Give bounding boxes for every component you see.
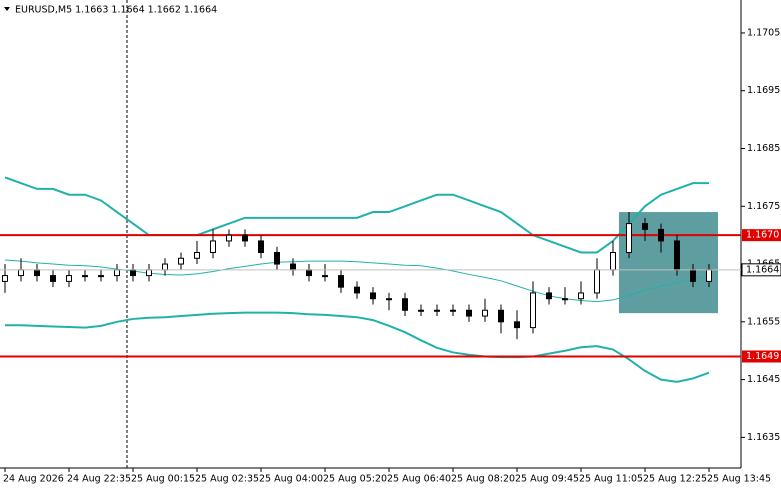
candle-body xyxy=(498,309,504,323)
y-tick-label: 1.1635 xyxy=(747,432,780,443)
price-label: 1.1670 xyxy=(746,230,779,241)
candle-body xyxy=(482,309,488,317)
band-upper xyxy=(4,176,709,254)
candle-body xyxy=(274,251,280,265)
candle-body xyxy=(690,269,696,282)
candle-body xyxy=(674,240,680,271)
candle-body xyxy=(562,298,568,301)
candle-body xyxy=(194,251,200,259)
candle-body xyxy=(98,275,104,278)
x-tick-label: 25 Aug 02:35 xyxy=(195,474,259,485)
y-tick-label: 1.1645 xyxy=(747,374,780,385)
candle-body xyxy=(418,309,424,312)
x-tick-label: 25 Aug 00:15 xyxy=(131,474,195,485)
candle-body xyxy=(642,223,648,230)
candle-body xyxy=(578,292,584,300)
x-tick-label: 25 Aug 05:20 xyxy=(323,474,387,485)
candle-body xyxy=(290,263,296,271)
x-tick-label: 25 Aug 08:20 xyxy=(451,474,515,485)
candle-body xyxy=(242,234,248,242)
candle-body xyxy=(162,263,168,271)
candle-body xyxy=(402,298,408,311)
candle-body xyxy=(594,269,600,294)
x-tick-label: 25 Aug 09:45 xyxy=(515,474,579,485)
candle-body xyxy=(338,275,344,288)
candle-body xyxy=(226,234,232,242)
candle-body xyxy=(210,240,216,253)
candle-body xyxy=(530,292,536,329)
x-tick-label: 24 Aug 22:35 xyxy=(67,474,131,485)
candle-body xyxy=(450,309,456,312)
x-tick-label: 25 Aug 13:45 xyxy=(707,474,771,485)
candle-body xyxy=(66,275,72,282)
dropdown-icon xyxy=(4,7,10,11)
price-label-box xyxy=(742,350,781,363)
x-tick-label: 24 Aug 2026 xyxy=(3,474,64,485)
y-tick-label: 1.1685 xyxy=(747,143,780,154)
price-label-box xyxy=(742,229,781,242)
candle-body xyxy=(434,309,440,312)
candle-body xyxy=(466,309,472,317)
candle-body xyxy=(514,321,520,329)
candle-body xyxy=(34,269,40,277)
candle-body xyxy=(610,251,616,271)
candle-body xyxy=(386,298,392,301)
y-tick-label: 1.1695 xyxy=(747,85,780,96)
y-tick-label: 1.1675 xyxy=(747,201,780,212)
candle-body xyxy=(322,275,328,278)
candle-body xyxy=(658,228,664,242)
x-tick-label: 25 Aug 04:00 xyxy=(259,474,323,485)
candle-body xyxy=(306,269,312,277)
price-label: 1.1649 xyxy=(746,351,779,362)
rectangle xyxy=(619,212,718,314)
current-price-box xyxy=(741,263,781,277)
candle-body xyxy=(258,240,264,253)
y-tick-label: 1.1705 xyxy=(747,27,780,38)
x-tick-label: 25 Aug 12:25 xyxy=(643,474,707,485)
y-tick-label: 1.1655 xyxy=(747,316,780,327)
current-price-label: 1.1664 xyxy=(746,264,779,275)
x-tick-label: 25 Aug 11:05 xyxy=(579,474,643,485)
candle-body xyxy=(114,269,120,277)
candle-body xyxy=(178,257,184,265)
candle-body xyxy=(706,269,712,282)
chart-title: EURUSD,M5 1.1663 1.1664 1.1662 1.1664 xyxy=(15,5,217,16)
candle-body xyxy=(2,275,8,282)
candle-body xyxy=(50,275,56,282)
candle-body xyxy=(146,269,152,277)
candle-body xyxy=(546,292,552,300)
candle-body xyxy=(130,269,136,277)
candle-body xyxy=(370,292,376,300)
band-lower xyxy=(5,311,710,383)
x-tick-label: 25 Aug 06:40 xyxy=(387,474,451,485)
candle-body xyxy=(354,286,360,294)
candle-body xyxy=(626,223,632,253)
candle-body xyxy=(82,275,88,278)
candle-body xyxy=(18,269,24,277)
